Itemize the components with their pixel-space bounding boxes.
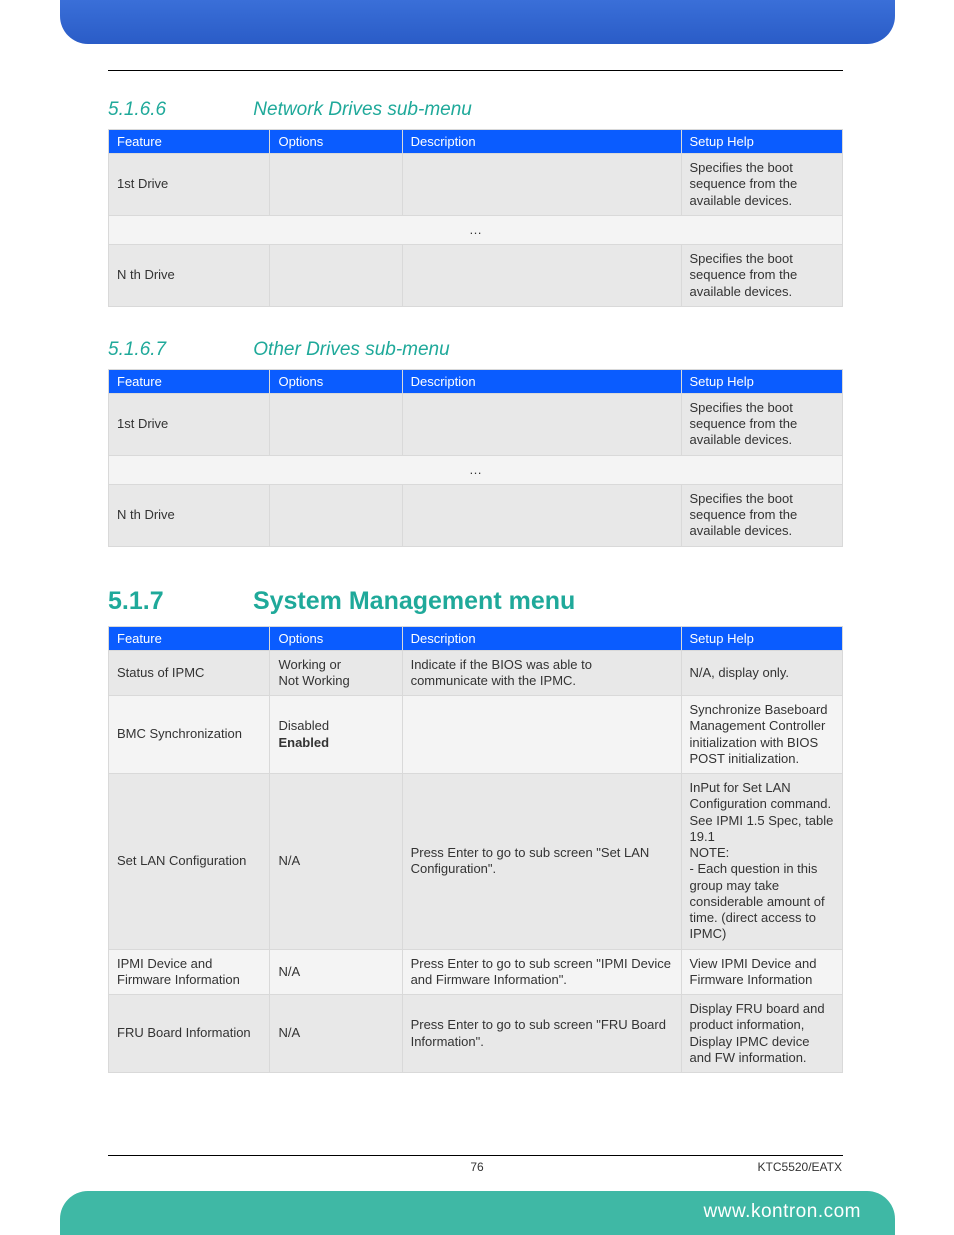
cell-feature: BMC Synchronization <box>109 696 270 774</box>
table-header-row: Feature Options Description Setup Help <box>109 369 843 393</box>
cell-options <box>270 154 402 216</box>
table-row: 1st Drive Specifies the boot sequence fr… <box>109 393 843 455</box>
table-row: FRU Board Information N/A Press Enter to… <box>109 995 843 1073</box>
th-feature: Feature <box>109 626 270 650</box>
table-ellipsis-row: … <box>109 455 843 484</box>
th-feature: Feature <box>109 130 270 154</box>
th-feature: Feature <box>109 369 270 393</box>
table-network-drives: Feature Options Description Setup Help 1… <box>108 129 843 307</box>
help-line: - Each question in this group may take c… <box>690 861 825 941</box>
heading-number: 5.1.6.6 <box>108 99 248 121</box>
cell-feature: 1st Drive <box>109 393 270 455</box>
bottom-banner: www.kontron.com <box>60 1191 895 1235</box>
cell-help: View IPMI Device and Firmware Informatio… <box>681 949 843 995</box>
table-header-row: Feature Options Description Setup Help <box>109 130 843 154</box>
heading-title: Network Drives sub-menu <box>253 99 472 120</box>
heading-number: 5.1.6.7 <box>108 339 248 361</box>
cell-options: N/A <box>270 949 402 995</box>
th-help: Setup Help <box>681 369 843 393</box>
cell-feature: IPMI Device and Firmware Information <box>109 949 270 995</box>
help-line: NOTE: <box>690 845 730 860</box>
cell-feature: N th Drive <box>109 484 270 546</box>
cell-description <box>402 484 681 546</box>
heading-title: System Management menu <box>253 587 575 615</box>
table-row: Status of IPMC Working or Not Working In… <box>109 650 843 696</box>
cell-help: Synchronize Baseboard Management Control… <box>681 696 843 774</box>
table-row: IPMI Device and Firmware Information N/A… <box>109 949 843 995</box>
cell-feature: 1st Drive <box>109 154 270 216</box>
cell-options <box>270 245 402 307</box>
cell-options: N/A <box>270 774 402 950</box>
cell-options <box>270 484 402 546</box>
cell-help: Specifies the boot sequence from the ava… <box>681 484 843 546</box>
cell-description <box>402 696 681 774</box>
table-row: N th Drive Specifies the boot sequence f… <box>109 484 843 546</box>
option-line-default: Enabled <box>278 735 329 750</box>
cell-help: Display FRU board and product informatio… <box>681 995 843 1073</box>
table-ellipsis-row: … <box>109 215 843 244</box>
cell-description <box>402 154 681 216</box>
cell-description: Press Enter to go to sub screen "IPMI De… <box>402 949 681 995</box>
th-options: Options <box>270 130 402 154</box>
heading-5167: 5.1.6.7 Other Drives sub-menu <box>108 339 843 361</box>
table-row: BMC Synchronization Disabled Enabled Syn… <box>109 696 843 774</box>
heading-title: Other Drives sub-menu <box>253 339 449 360</box>
header-rule <box>108 70 843 71</box>
cell-description: Indicate if the BIOS was able to communi… <box>402 650 681 696</box>
doc-code: KTC5520/EATX <box>758 1160 842 1174</box>
heading-5166: 5.1.6.6 Network Drives sub-menu <box>108 99 843 121</box>
th-help: Setup Help <box>681 130 843 154</box>
th-options: Options <box>270 626 402 650</box>
th-description: Description <box>402 626 681 650</box>
cell-ellipsis: … <box>109 215 843 244</box>
cell-help: Specifies the boot sequence from the ava… <box>681 393 843 455</box>
cell-options: Working or Not Working <box>270 650 402 696</box>
cell-feature: N th Drive <box>109 245 270 307</box>
th-description: Description <box>402 369 681 393</box>
th-help: Setup Help <box>681 626 843 650</box>
cell-description: Press Enter to go to sub screen "FRU Boa… <box>402 995 681 1073</box>
cell-options <box>270 393 402 455</box>
cell-help: N/A, display only. <box>681 650 843 696</box>
th-description: Description <box>402 130 681 154</box>
heading-517: 5.1.7 System Management menu <box>108 587 843 616</box>
cell-description <box>402 393 681 455</box>
table-header-row: Feature Options Description Setup Help <box>109 626 843 650</box>
table-system-management: Feature Options Description Setup Help S… <box>108 626 843 1074</box>
cell-ellipsis: … <box>109 455 843 484</box>
page-content: 5.1.6.6 Network Drives sub-menu Feature … <box>108 70 843 1105</box>
table-row: Set LAN Configuration N/A Press Enter to… <box>109 774 843 950</box>
cell-feature: Set LAN Configuration <box>109 774 270 950</box>
heading-number: 5.1.7 <box>108 587 246 616</box>
cell-feature: Status of IPMC <box>109 650 270 696</box>
option-line: Not Working <box>278 673 349 688</box>
cell-help: Specifies the boot sequence from the ava… <box>681 154 843 216</box>
cell-description <box>402 245 681 307</box>
table-other-drives: Feature Options Description Setup Help 1… <box>108 369 843 547</box>
footer-url: www.kontron.com <box>704 1201 861 1223</box>
th-options: Options <box>270 369 402 393</box>
option-line: Working or <box>278 657 341 672</box>
cell-options: Disabled Enabled <box>270 696 402 774</box>
cell-options: N/A <box>270 995 402 1073</box>
cell-description: Press Enter to go to sub screen "Set LAN… <box>402 774 681 950</box>
cell-help: InPut for Set LAN Configuration command.… <box>681 774 843 950</box>
help-line: InPut for Set LAN Configuration command.… <box>690 780 834 844</box>
top-banner <box>60 0 895 44</box>
table-row: 1st Drive Specifies the boot sequence fr… <box>109 154 843 216</box>
table-row: N th Drive Specifies the boot sequence f… <box>109 245 843 307</box>
option-line: Disabled <box>278 718 329 733</box>
footer-rule <box>108 1155 843 1156</box>
cell-feature: FRU Board Information <box>109 995 270 1073</box>
cell-help: Specifies the boot sequence from the ava… <box>681 245 843 307</box>
